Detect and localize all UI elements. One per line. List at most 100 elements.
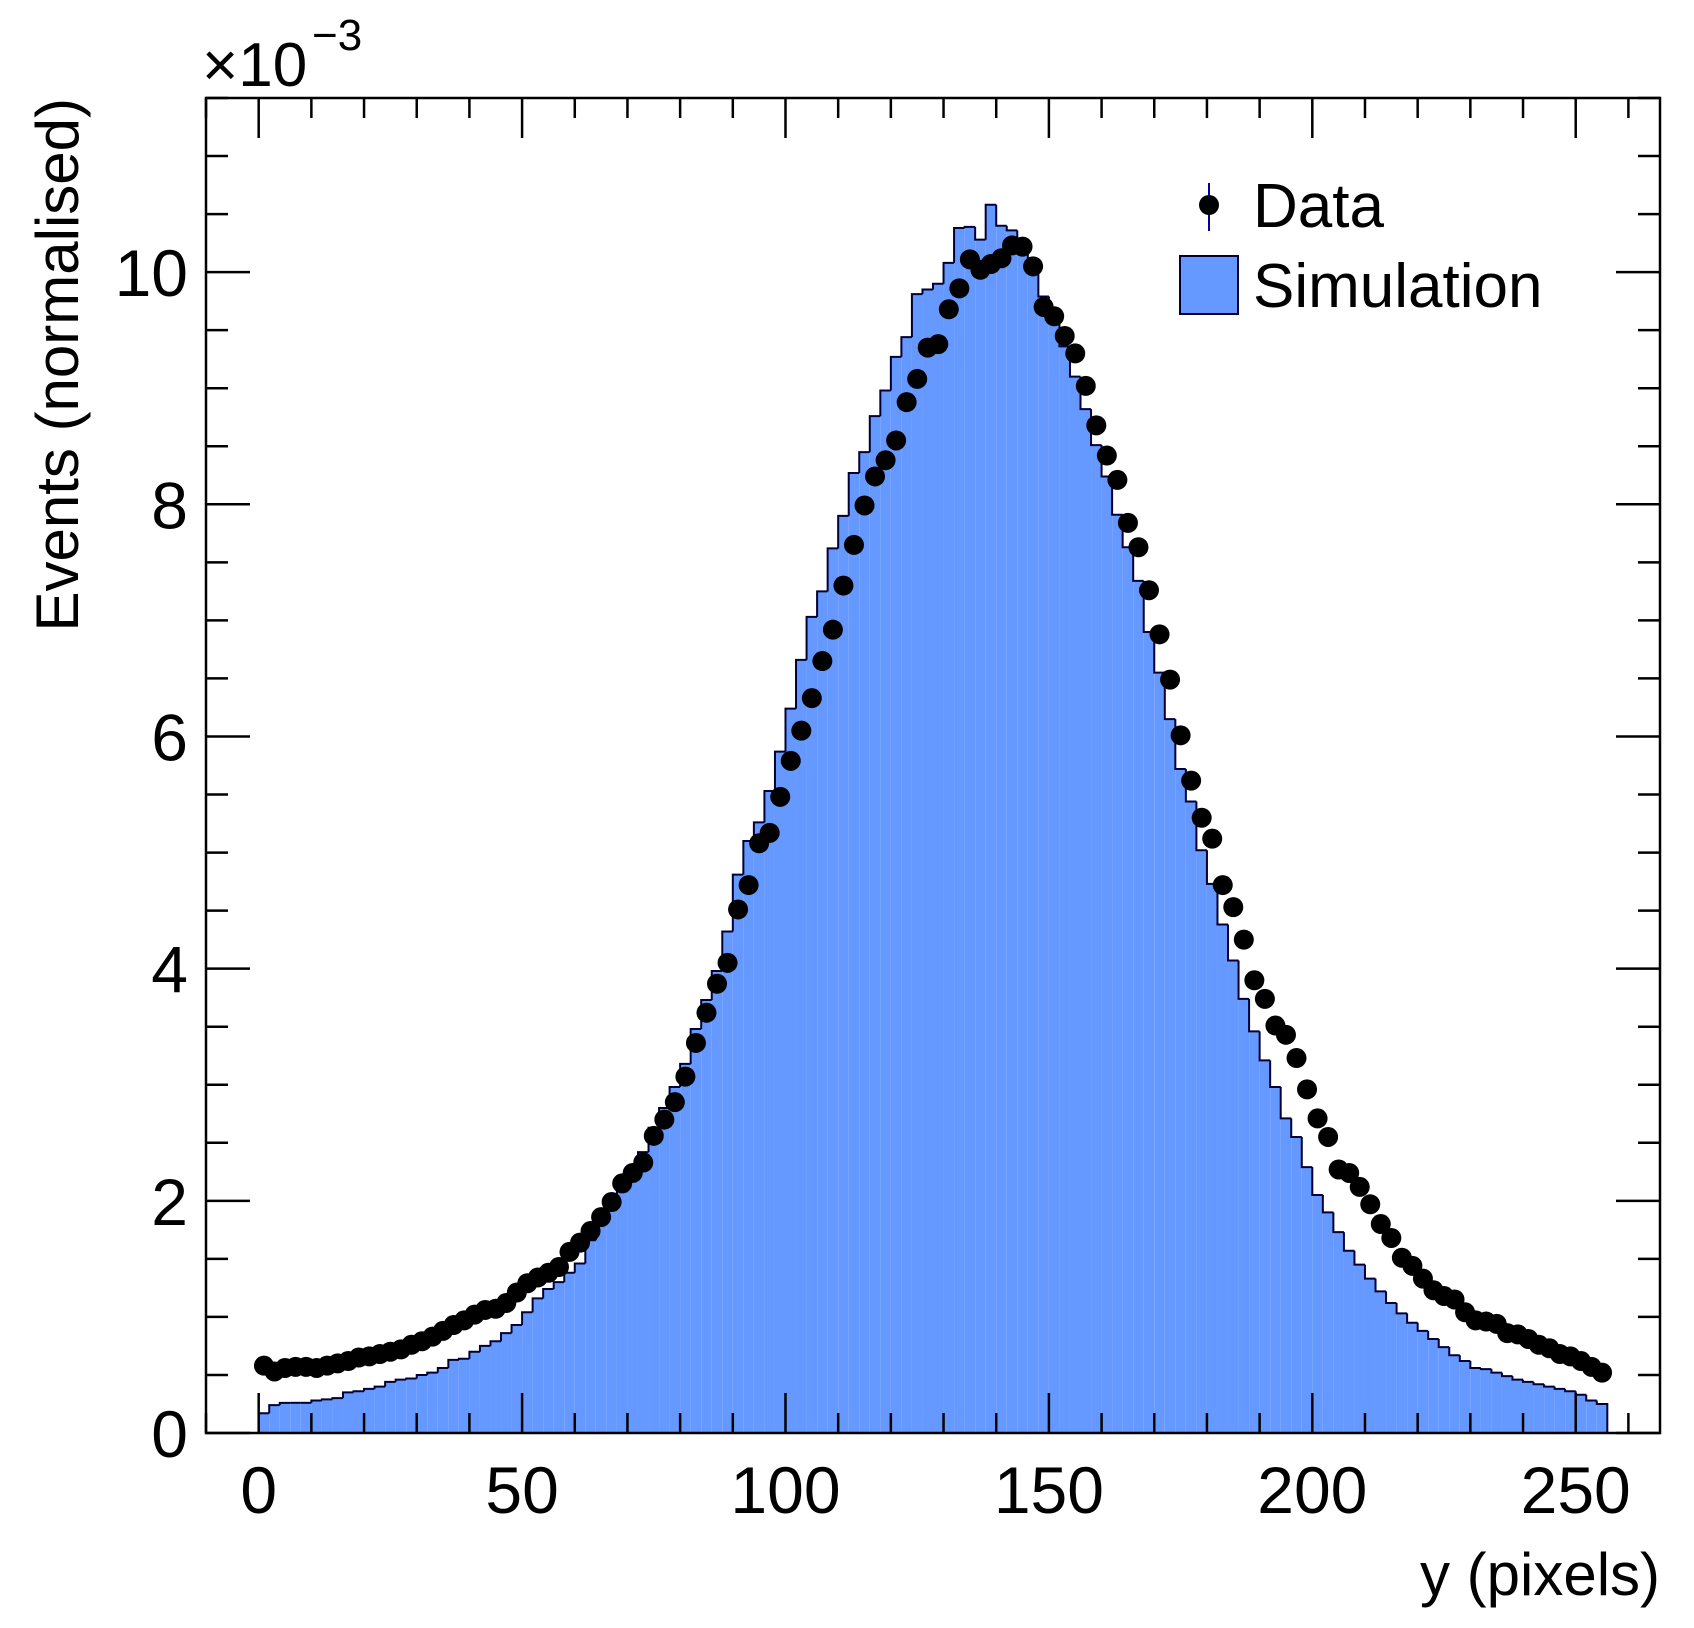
- data-point: [1592, 1362, 1613, 1383]
- histogram-bar: [374, 1386, 386, 1433]
- histogram-bar: [364, 1388, 375, 1433]
- legend-marker: [1199, 195, 1219, 215]
- data-point: [738, 875, 759, 896]
- histogram-bar: [1249, 1031, 1260, 1433]
- histogram-edge: [1490, 1369, 1502, 1374]
- histogram-edge: [1437, 1338, 1450, 1349]
- data-point: [833, 575, 854, 596]
- data-point: [875, 450, 896, 471]
- y-tick-label: 6: [151, 700, 188, 774]
- y-axis-title: Events (normalised): [24, 98, 91, 632]
- histogram-edge: [552, 1281, 565, 1290]
- histogram-edge: [889, 355, 902, 391]
- histogram-edge: [478, 1344, 491, 1352]
- y-tick-label: 0: [151, 1397, 188, 1471]
- histogram-bar: [1017, 250, 1028, 1433]
- histogram-bar: [479, 1345, 491, 1433]
- histogram-edge: [468, 1350, 480, 1359]
- histogram-bar: [1575, 1394, 1587, 1433]
- histogram-bar: [680, 1063, 691, 1433]
- data-point: [780, 750, 801, 771]
- y-tick-label: 4: [151, 933, 188, 1007]
- histogram-bar: [743, 840, 754, 1433]
- data-point: [949, 278, 970, 299]
- data-point: [548, 1256, 569, 1277]
- histogram-bar: [1480, 1369, 1492, 1433]
- histogram-edge: [1363, 1264, 1376, 1280]
- data-point: [675, 1066, 696, 1087]
- histogram-bar: [1280, 1118, 1292, 1433]
- histogram-bar: [774, 751, 786, 1433]
- histogram-bar: [543, 1289, 554, 1433]
- y-tick-label: 2: [151, 1165, 188, 1239]
- histogram-bar: [901, 337, 912, 1433]
- histogram-edge: [974, 226, 986, 241]
- histogram-bar: [838, 515, 849, 1433]
- data-point: [759, 822, 780, 843]
- histogram-bar: [564, 1272, 575, 1433]
- data-point: [717, 952, 738, 973]
- histogram-edge: [415, 1373, 428, 1379]
- data-point: [1023, 256, 1044, 277]
- histogram-bar: [342, 1392, 354, 1433]
- data-point: [1044, 306, 1065, 327]
- histogram-bar: [311, 1400, 322, 1433]
- histogram-bar: [1512, 1379, 1524, 1433]
- histogram-bar: [985, 204, 997, 1433]
- histogram-edge: [1279, 1087, 1292, 1120]
- histogram-edge: [1522, 1379, 1534, 1383]
- histogram-bar: [637, 1152, 649, 1433]
- histogram-bar: [911, 294, 923, 1433]
- histogram-edge: [879, 389, 891, 417]
- histogram-bar: [1027, 266, 1039, 1434]
- histogram-bar: [1048, 319, 1060, 1433]
- histogram-bar: [1143, 632, 1155, 1433]
- data-point: [1360, 1194, 1381, 1215]
- x-tick-label: 0: [240, 1453, 277, 1527]
- data-point: [886, 430, 907, 451]
- histogram-bar: [1554, 1388, 1566, 1433]
- histogram-bar: [1175, 768, 1186, 1433]
- histogram-bar: [933, 283, 944, 1433]
- histogram-edge: [1469, 1361, 1481, 1369]
- histogram-bar: [490, 1341, 502, 1433]
- histogram-bar: [880, 390, 891, 1434]
- histogram-bar: [659, 1107, 670, 1433]
- histogram-edge: [1269, 1060, 1281, 1089]
- histogram-edge: [1500, 1372, 1513, 1378]
- histogram-bar: [511, 1325, 523, 1433]
- histogram-bar: [469, 1351, 480, 1433]
- histogram-bar: [1154, 672, 1165, 1433]
- data-point: [770, 786, 791, 807]
- x-tick-label: 250: [1521, 1453, 1631, 1527]
- histogram-bar: [796, 659, 807, 1433]
- histogram-edge: [1332, 1212, 1344, 1234]
- histogram-edge: [1564, 1388, 1576, 1393]
- histogram-bar: [258, 1413, 270, 1433]
- histogram-bar: [1101, 476, 1113, 1433]
- data-point: [1223, 897, 1244, 918]
- data-point: [1191, 807, 1212, 828]
- histogram-edge: [1385, 1291, 1397, 1304]
- data-point: [601, 1191, 622, 1212]
- data-point: [938, 299, 959, 320]
- histogram-bar: [943, 262, 955, 1433]
- histogram-bar: [1069, 376, 1081, 1434]
- histogram-bar: [1185, 801, 1197, 1433]
- histogram-edge: [1532, 1381, 1545, 1386]
- histogram-bar: [406, 1378, 417, 1433]
- histogram-bar: [848, 472, 860, 1433]
- histogram-edge: [331, 1397, 343, 1400]
- histogram-edge: [1153, 632, 1165, 674]
- histogram-bar: [964, 226, 976, 1433]
- histogram-bar: [290, 1402, 301, 1433]
- histogram-bar: [1459, 1361, 1471, 1433]
- histogram-bar: [1006, 230, 1018, 1434]
- data-point: [1286, 1048, 1307, 1069]
- histogram-bar: [996, 225, 1007, 1433]
- histogram-edge: [868, 415, 881, 453]
- y-multiplier-base: ×10: [202, 31, 307, 100]
- histogram-edge: [953, 227, 965, 263]
- histogram-bar: [1059, 346, 1070, 1434]
